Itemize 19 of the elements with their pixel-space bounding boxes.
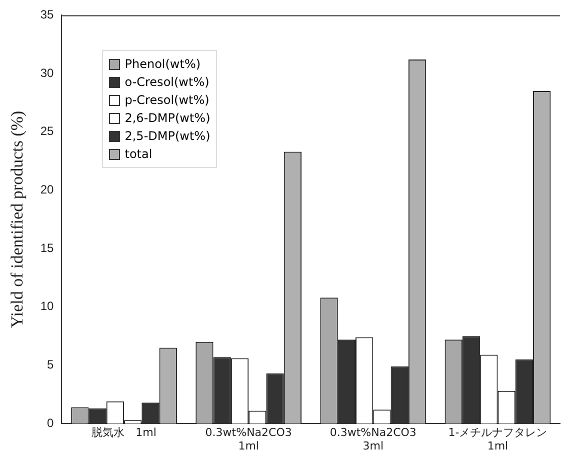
y-tick-label: 10: [40, 299, 54, 314]
y-tick-label: 35: [40, 8, 54, 22]
y-tick-label: 5: [47, 358, 54, 372]
x-tick-label: 1-メチルナフタレン 1ml: [448, 426, 548, 452]
legend-label: p-Cresol(wt%): [124, 92, 210, 110]
legend-label: 2,5-DMP(wt%): [124, 128, 210, 146]
x-tick-label: 0.3wt%Na2CO3 1ml: [205, 426, 292, 452]
legend-label: o-Cresol(wt%): [124, 74, 210, 92]
y-tick-label: 20: [40, 182, 54, 197]
legend-label: Phenol(wt%): [124, 56, 201, 74]
x-tick-label: 0.3wt%Na2CO3 3ml: [330, 426, 416, 452]
y-tick-label: 0: [47, 416, 54, 430]
x-tick-label: 脱気水 1ml: [92, 426, 156, 440]
y-tick-label: 25: [40, 124, 54, 138]
legend-label: 2,6-DMP(wt%): [124, 110, 210, 128]
y-axis-title: Yield of identified products (%): [8, 110, 27, 328]
legend-label: total: [124, 146, 152, 164]
y-tick-label: 15: [40, 240, 54, 255]
y-tick-label: 30: [40, 66, 54, 80]
